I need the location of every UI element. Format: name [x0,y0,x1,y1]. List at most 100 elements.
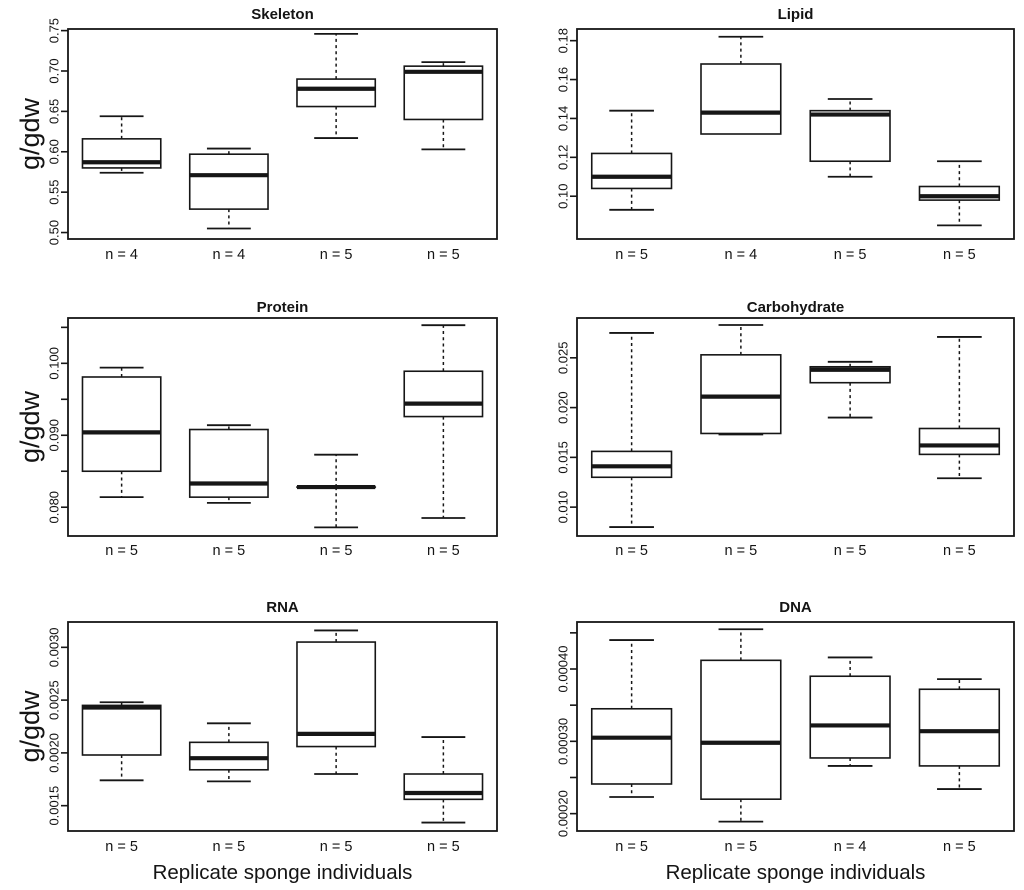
iqr-box [403,65,484,121]
x-axis-label: Replicate sponge individuals [153,861,413,884]
rna-boxplot-chart: RNA 0.0015 0.0020 0.0025 0.0030 n = 5 n = 5 n =… [15,599,498,884]
y-tick-label: 0.75 [47,18,62,43]
boxplot-group [700,324,782,436]
y-tick-label: 0.090 [47,419,62,452]
boxplot-group [403,736,484,824]
iqr-box [918,427,1001,456]
boxplot-group [188,147,269,230]
iqr-box [403,370,484,418]
panel-title: Skeleton [251,6,314,23]
y-tick-label: 0.0025 [47,680,62,720]
panel-title: Protein [257,299,309,316]
boxplot-group [296,32,377,139]
y-axis-label: g/gdw [15,690,45,763]
y-tick-label: 0.00040 [556,646,571,693]
y-tick-label: 0.0030 [47,627,62,667]
plot-frame [576,28,1015,240]
sample-size-label: n = 5 [725,543,758,559]
plot-frame [67,28,498,240]
boxplot-group [809,360,891,419]
sample-size-label: n = 5 [213,839,246,855]
iqr-box [700,354,782,435]
panel-rna: RNA 0.0015 0.0020 0.0025 0.0030 n = 5 n = 5 n =… [0,596,512,890]
boxplot-group [590,332,673,528]
sample-size-label: n = 5 [320,839,353,855]
boxplot-group [81,701,162,782]
panel-carbohydrate: Carbohydrate 0.010 0.015 0.020 0.025 n = 5 n =… [512,296,1024,596]
sample-size-label: n = 5 [615,839,648,855]
sample-size-label: n = 5 [320,247,353,263]
dna-boxplot-chart: DNA 0.00020 0.00030 0.00040 n = 5 n = 5 n = 4 n… [556,599,1015,884]
sample-size-label: n = 4 [213,247,246,263]
boxplot-group [918,160,1001,227]
boxplot-group [188,424,269,504]
y-tick-label: 0.00020 [556,790,571,837]
boxplot-group [918,678,1001,790]
sample-size-label: n = 5 [943,247,976,263]
y-tick-label: 0.70 [47,58,62,83]
sample-size-label: n = 5 [427,247,460,263]
panel-protein: Protein 0.080 0.090 0.100 n = 5 n = 5 n = 5 n =… [0,296,512,596]
boxplot-group [296,453,377,529]
plot-frame [67,317,498,537]
iqr-box [590,707,673,785]
boxplot-group [296,629,377,775]
iqr-box [918,688,1001,767]
y-tick-label: 0.0015 [47,786,62,826]
boxplot-group [809,98,891,178]
y-tick-label: 0.12 [556,145,571,170]
sample-size-label: n = 5 [725,839,758,855]
sample-size-label: n = 5 [943,543,976,559]
iqr-box [809,675,891,759]
boxplot-group [700,35,782,135]
lipid-boxplot-chart: Lipid 0.10 0.12 0.14 0.16 0.18 n = 5 n = 4 n = 5… [556,6,1015,263]
iqr-box [590,152,673,190]
boxplot-group [403,324,484,519]
sample-size-label: n = 5 [615,247,648,263]
sample-size-label: n = 5 [320,543,353,559]
y-tick-label: 0.025 [556,342,571,375]
plot-frame [576,621,1015,832]
panel-skeleton: Skeleton 0.50 0.55 0.60 0.65 0.70 0.75 n = 4 n =… [0,0,512,296]
panel-title: Carbohydrate [747,299,845,316]
skeleton-boxplot-chart: Skeleton 0.50 0.55 0.60 0.65 0.70 0.75 n = 4 n =… [15,6,498,263]
protein-boxplot-chart: Protein 0.080 0.090 0.100 n = 5 n = 5 n = 5 n =… [15,299,498,559]
plot-frame [67,621,498,832]
sample-size-label: n = 4 [725,247,758,263]
y-tick-label: 0.020 [556,391,571,424]
sample-size-label: n = 5 [105,543,138,559]
sample-size-label: n = 5 [427,839,460,855]
y-axis-label: g/gdw [15,97,45,170]
x-axis-label: Replicate sponge individuals [666,861,926,884]
iqr-box [188,428,269,498]
iqr-box [81,704,162,756]
y-tick-label: 0.55 [47,179,62,204]
sample-size-label: n = 5 [943,839,976,855]
iqr-box [403,773,484,801]
boxplot-group [590,639,673,798]
panel-dna: DNA 0.00020 0.00030 0.00040 n = 5 n = 5 n = 4 n… [512,596,1024,890]
y-tick-label: 0.0020 [47,733,62,773]
sample-size-label: n = 4 [834,839,867,855]
iqr-box [81,376,162,473]
y-tick-label: 0.015 [556,441,571,474]
y-tick-label: 0.16 [556,67,571,92]
y-tick-label: 0.65 [47,99,62,124]
y-tick-label: 0.010 [556,491,571,524]
iqr-box [700,659,782,800]
plot-frame [576,317,1015,537]
boxplot-group [81,366,162,499]
sample-size-label: n = 5 [834,247,867,263]
boxplot-group [81,115,162,174]
y-tick-label: 0.60 [47,139,62,164]
y-tick-label: 0.00030 [556,718,571,765]
iqr-box [700,63,782,135]
y-tick-label: 0.18 [556,28,571,53]
sample-size-label: n = 5 [834,543,867,559]
iqr-box [296,78,377,108]
y-tick-label: 0.080 [47,491,62,524]
iqr-box [188,153,269,210]
y-tick-label: 0.50 [47,220,62,245]
sample-size-label: n = 5 [213,543,246,559]
panel-title: DNA [779,599,812,616]
